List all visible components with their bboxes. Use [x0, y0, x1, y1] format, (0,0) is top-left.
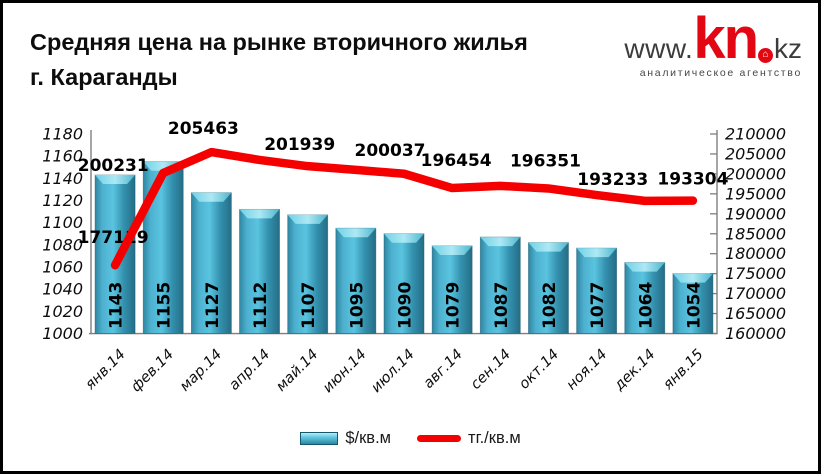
right-axis-tick-label: 180000	[725, 244, 786, 263]
bar-май.14	[287, 214, 329, 334]
logo-house-dot-icon: ⌂	[758, 47, 773, 63]
bar-value-label: 1077	[588, 282, 608, 329]
month-label: окт.14	[516, 347, 562, 393]
left-axis-tick-label: 1000	[42, 324, 83, 343]
bar-value-label: 1082	[540, 282, 560, 329]
bar-янв.14	[94, 174, 136, 334]
bar-top-bevel	[239, 209, 280, 219]
bar-top-bevel	[528, 242, 569, 252]
line-series-label: тг./кв.м	[468, 429, 521, 447]
month-label: янв.14	[82, 347, 129, 394]
line-data-label: 200037	[355, 141, 426, 161]
bar-сен.14	[479, 236, 521, 334]
left-axis-tick-label: 1140	[42, 169, 83, 188]
month-label: июл.14	[368, 347, 417, 396]
line-data-label: 177119	[78, 228, 149, 248]
left-axis-tick-label: 1180	[42, 125, 83, 144]
chart-title: Средняя цена на рынке вторичного жилья г…	[30, 25, 600, 95]
left-axis-tick-label: 1160	[42, 147, 83, 166]
bar-value-label: 1090	[396, 282, 416, 329]
left-axis-tick-label: 1080	[42, 235, 83, 254]
bar-окт.14	[528, 242, 569, 334]
bar-series-swatch-icon	[300, 432, 339, 445]
month-label: дек.14	[611, 347, 659, 395]
bar-value-label: 1112	[251, 282, 271, 329]
month-label: ноя.14	[564, 347, 611, 394]
month-label: сен.14	[468, 347, 514, 393]
bar-value-label: 1107	[299, 282, 319, 329]
bar-value-label: 1054	[684, 282, 704, 329]
legend-item-bar-series: $/кв.м	[300, 429, 391, 448]
month-label: янв.15	[660, 347, 707, 394]
right-axis-tick-label: 170000	[725, 284, 786, 303]
bar-top-bevel	[335, 228, 376, 238]
bar-top-bevel	[672, 273, 713, 283]
month-label: авг.14	[421, 347, 466, 392]
bar-value-label: 1079	[444, 282, 464, 329]
left-axis-tick-label: 1040	[42, 280, 83, 299]
bar-апр.14	[239, 208, 280, 334]
chart-title-line1: Средняя цена на рынке вторичного жилья	[30, 29, 528, 55]
bar-series-label: $/кв.м	[345, 429, 392, 447]
line-data-label: 205463	[168, 119, 239, 139]
line-data-label: 200231	[78, 156, 149, 176]
month-label: мар.14	[177, 347, 225, 395]
chart-title-line2: г. Караганды	[30, 64, 178, 90]
month-label: июн.14	[320, 347, 370, 397]
logo-www-text: www.	[624, 33, 694, 64]
line-data-label: 196454	[421, 151, 492, 171]
logo-kn-text: kn	[693, 6, 759, 71]
bar-top-bevel	[624, 262, 665, 272]
right-axis-tick-label: 175000	[725, 264, 786, 283]
bar-top-bevel	[384, 233, 424, 243]
bar-value-label: 1064	[636, 282, 656, 329]
bar-value-label: 1087	[492, 282, 512, 329]
right-axis-tick-label: 205000	[725, 144, 786, 163]
bar-top-bevel	[95, 175, 136, 185]
logo-subtitle: аналитическое агентство	[639, 66, 802, 79]
bar-июл.14	[383, 233, 425, 334]
logo-kz-text: kz	[774, 33, 802, 64]
bar-авг.14	[431, 245, 473, 334]
right-axis-tick-label: 190000	[725, 204, 786, 223]
right-axis-tick-label: 195000	[725, 184, 786, 203]
line-data-label: 196351	[510, 151, 581, 171]
bar-дек.14	[624, 262, 666, 334]
left-axis-tick-label: 1120	[42, 191, 83, 210]
bar-top-bevel	[287, 214, 328, 224]
line-data-label: 201939	[264, 135, 335, 155]
line-series	[110, 147, 698, 270]
bar-top-bevel	[480, 237, 521, 247]
line-data-label: 193304	[657, 170, 728, 190]
knkz-logo: www. kn ⌂ kz аналитическое агентство	[624, 6, 802, 79]
right-axis-tick-label: 210000	[725, 125, 786, 144]
knkz-logo-wordmark: www. kn ⌂ kz	[624, 6, 802, 71]
bar-мар.14	[190, 192, 232, 334]
month-label: май.14	[273, 347, 321, 395]
legend-item-line-series: тг./кв.м	[417, 429, 521, 448]
bar-top-bevel	[432, 245, 473, 255]
right-axis-tick-label: 165000	[725, 304, 786, 323]
combo-chart: 1000 1020 1040 1060 1080 1100 1120 1140 1160 1180…	[42, 119, 786, 397]
month-label: фев.14	[128, 347, 177, 396]
left-axis-tick-label: 1060	[42, 258, 83, 277]
bar-value-label: 1155	[155, 282, 175, 329]
chart-legend: $/кв.м тг./кв.м	[3, 429, 818, 448]
right-axis-tick-label: 160000	[725, 324, 786, 343]
bar-value-label: 1095	[347, 282, 367, 329]
line-data-label: 193233	[577, 170, 648, 190]
right-axis-tick-label: 185000	[725, 224, 786, 243]
line-series-swatch-icon	[417, 435, 462, 442]
bar-top-bevel	[191, 192, 232, 202]
bar-value-label: 1143	[107, 282, 127, 329]
right-axis-tick-label: 200000	[725, 164, 786, 183]
bar-value-label: 1127	[203, 282, 223, 329]
month-label: апр.14	[226, 347, 273, 394]
left-axis-tick-label: 1020	[42, 302, 83, 321]
bar-июн.14	[335, 227, 377, 334]
bar-top-bevel	[576, 248, 617, 258]
bar-янв.15	[672, 273, 714, 334]
left-axis-tick-label: 1100	[42, 213, 83, 232]
